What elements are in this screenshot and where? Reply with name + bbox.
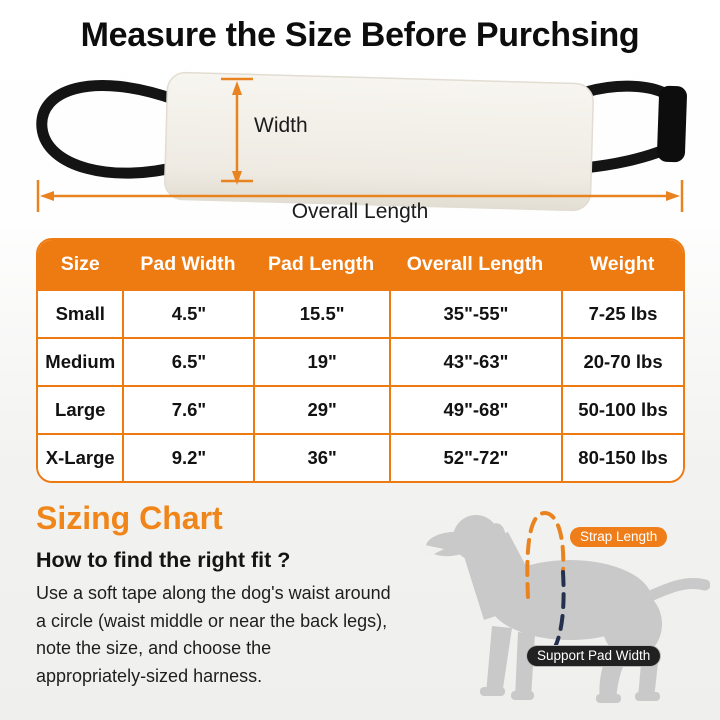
fit-instructions-line: Use a soft tape along the dog's waist ar…: [36, 583, 391, 603]
fit-question-heading: How to find the right fit ?: [36, 548, 291, 572]
size-table-header: Size Pad Width Pad Length Overall Length…: [38, 240, 683, 289]
cell-overall-length: 35"-55": [388, 289, 562, 337]
dog-mouth-notch: [420, 544, 444, 559]
cell-overall-length: 43"-63": [388, 337, 562, 385]
cell-overall-length: 52"-72": [388, 433, 562, 481]
header-pad-width: Pad Width: [122, 240, 254, 289]
width-arrowheads: [232, 81, 242, 185]
cell-pad-width: 4.5": [122, 289, 254, 337]
right-handle: [657, 85, 687, 163]
cell-weight: 7-25 lbs: [561, 289, 683, 337]
fit-instructions-line: note the size, and choose the: [36, 638, 272, 658]
overall-length-arrowheads: [40, 191, 680, 201]
cell-pad-length: 15.5": [253, 289, 389, 337]
header-size: Size: [38, 240, 123, 289]
cell-size: X-Large: [38, 433, 123, 481]
fleece-pad: [164, 71, 594, 212]
cell-size: Large: [38, 385, 123, 433]
cell-pad-width: 7.6": [122, 385, 254, 433]
header-pad-length: Pad Length: [253, 240, 389, 289]
cell-pad-length: 19": [253, 337, 389, 385]
right-strap-bottom: [577, 144, 670, 174]
header-overall-length: Overall Length: [388, 240, 562, 289]
overall-length-arrow: [36, 180, 684, 212]
table-row: Large 7.6" 29" 49"-68" 50-100 lbs: [38, 385, 683, 433]
size-table: Size Pad Width Pad Length Overall Length…: [36, 238, 685, 483]
left-strap: [36, 80, 186, 179]
right-strap-top: [580, 80, 672, 100]
fit-instructions-line: a circle (waist middle or near the back …: [36, 610, 388, 631]
cell-pad-width: 9.2": [122, 433, 254, 481]
cell-pad-width: 6.5": [122, 337, 254, 385]
dog-silhouette-diagram: [420, 510, 710, 703]
cell-weight: 50-100 lbs: [561, 385, 683, 433]
cell-overall-length: 49"-68": [388, 385, 562, 433]
cell-weight: 20-70 lbs: [561, 337, 683, 385]
table-row: Small 4.5" 15.5" 35"-55" 7-25 lbs: [38, 289, 683, 337]
support-pad-width-badge: Support Pad Width: [526, 645, 662, 667]
strap-length-badge: Strap Length: [570, 527, 668, 547]
cell-pad-length: 36": [253, 433, 389, 481]
cell-size: Medium: [38, 337, 123, 385]
table-row: Medium 6.5" 19" 43"-63" 20-70 lbs: [38, 337, 683, 385]
cell-size: Small: [38, 289, 123, 337]
product-measure-diagram: Width: [36, 71, 687, 212]
fit-instructions: Use a soft tape along the dog's waist ar…: [36, 580, 391, 690]
cell-pad-length: 29": [253, 385, 389, 433]
sizing-chart-heading: Sizing Chart: [36, 500, 223, 536]
width-label: Width: [254, 114, 308, 137]
table-header-row: Size Pad Width Pad Length Overall Length…: [38, 240, 683, 289]
overall-length-label: Overall Length: [291, 200, 429, 223]
cell-weight: 80-150 lbs: [561, 433, 683, 481]
strap-length-dashed-arc: [525, 510, 566, 599]
dog-silhouette: [426, 515, 710, 703]
header-weight: Weight: [561, 240, 683, 289]
fit-instructions-line: appropriately-sized harness.: [36, 665, 263, 686]
table-row: X-Large 9.2" 36" 52"-72" 80-150 lbs: [38, 433, 683, 481]
page-title: Measure the Size Before Purchsing: [80, 16, 640, 54]
